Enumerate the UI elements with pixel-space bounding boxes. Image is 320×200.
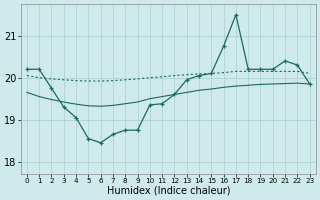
X-axis label: Humidex (Indice chaleur): Humidex (Indice chaleur) <box>107 186 230 196</box>
